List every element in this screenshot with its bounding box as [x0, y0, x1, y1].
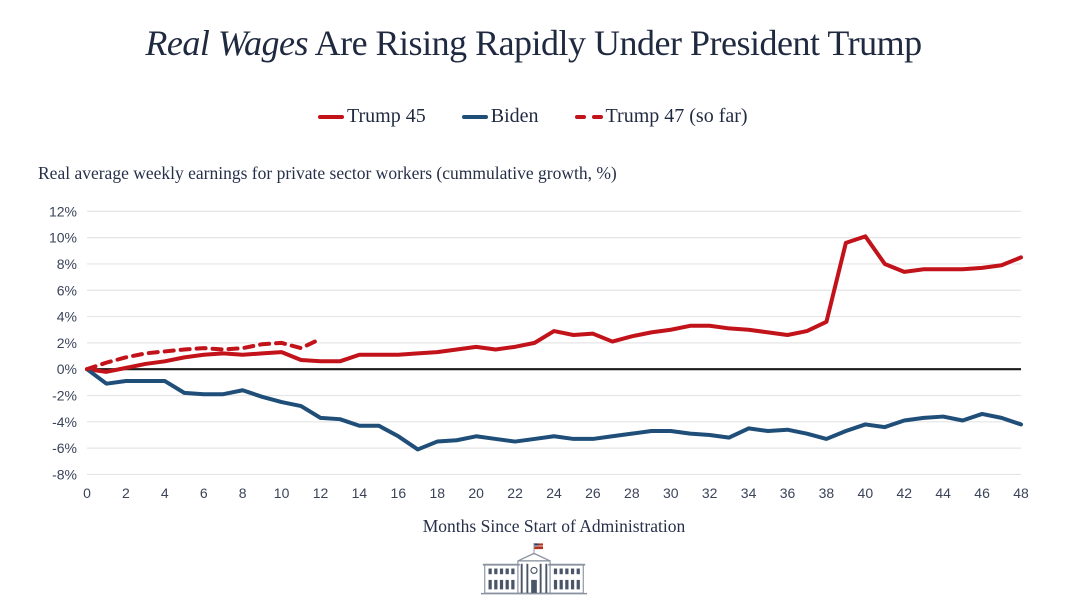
- x-tick-label: 6: [200, 485, 208, 501]
- legend-item-trump47: Trump 47 (so far): [574, 105, 748, 128]
- x-tick-label: 20: [468, 485, 484, 501]
- x-tick-label: 12: [313, 485, 329, 501]
- footer-logo: [0, 542, 1067, 596]
- y-tick-label: -6%: [52, 440, 77, 456]
- x-tick-label: 44: [935, 485, 951, 501]
- y-tick-label: -4%: [52, 414, 77, 430]
- x-tick-label: 16: [391, 485, 407, 501]
- x-tick-label: 10: [274, 485, 290, 501]
- y-tick-label: 4%: [57, 309, 77, 325]
- y-tick-label: 8%: [57, 256, 77, 272]
- page-title: Real Wages Are Rising Rapidly Under Pres…: [0, 22, 1067, 64]
- y-tick-label: 10%: [49, 230, 77, 246]
- y-tick-label: 2%: [57, 335, 77, 351]
- x-tick-label: 28: [624, 485, 640, 501]
- series-line-biden: [85, 367, 1023, 452]
- x-tick-label: 40: [858, 485, 874, 501]
- x-tick-label: 8: [239, 485, 247, 501]
- x-tick-label: 34: [741, 485, 757, 501]
- x-tick-label: 0: [83, 485, 91, 501]
- x-tick-label: 2: [122, 485, 130, 501]
- white-house-icon: [480, 542, 587, 595]
- x-tick-label: 18: [429, 485, 445, 501]
- biden-line-swatch-icon: [461, 114, 488, 119]
- x-tick-label: 4: [161, 485, 169, 501]
- series-line-trump-47-so-far: [85, 336, 323, 372]
- y-tick-label: 6%: [57, 282, 77, 298]
- y-tick-label: 0%: [57, 361, 77, 377]
- legend-item-biden: Biden: [461, 105, 539, 128]
- legend-label-biden: Biden: [490, 105, 539, 127]
- x-tick-label: 42: [896, 485, 912, 501]
- legend-label-trump47: Trump 47 (so far): [605, 105, 748, 127]
- x-axis-title: Months Since Start of Administration: [422, 516, 686, 536]
- title-italic-part: Real Wages: [145, 23, 309, 63]
- legend-item-trump45: Trump 45: [318, 105, 426, 128]
- x-tick-label: 22: [507, 485, 523, 501]
- trump45-line-swatch-icon: [318, 114, 344, 119]
- chart-legend: Trump 45 Biden Trump 47 (so far): [318, 105, 748, 128]
- legend-label-trump45: Trump 45: [347, 105, 426, 127]
- x-tick-label: 48: [1013, 485, 1029, 501]
- y-tick-label: -8%: [52, 466, 77, 482]
- x-tick-label: 38: [819, 485, 835, 501]
- x-tick-label: 46: [974, 485, 990, 501]
- title-rest-part: Are Rising Rapidly Under President Trump: [308, 23, 923, 63]
- x-tick-label: 36: [780, 485, 796, 501]
- y-tick-label: 12%: [49, 203, 77, 219]
- chart-subtitle: Real average weekly earnings for private…: [38, 163, 617, 183]
- x-tick-label: 24: [546, 485, 562, 501]
- x-tick-label: 30: [663, 485, 679, 501]
- x-tick-label: 26: [585, 485, 601, 501]
- trump47-dashed-swatch-icon: [574, 114, 603, 119]
- series-line-trump-45: [85, 234, 1023, 374]
- x-tick-label: 14: [352, 485, 368, 501]
- x-tick-label: 32: [702, 485, 718, 501]
- y-tick-label: -2%: [52, 388, 77, 404]
